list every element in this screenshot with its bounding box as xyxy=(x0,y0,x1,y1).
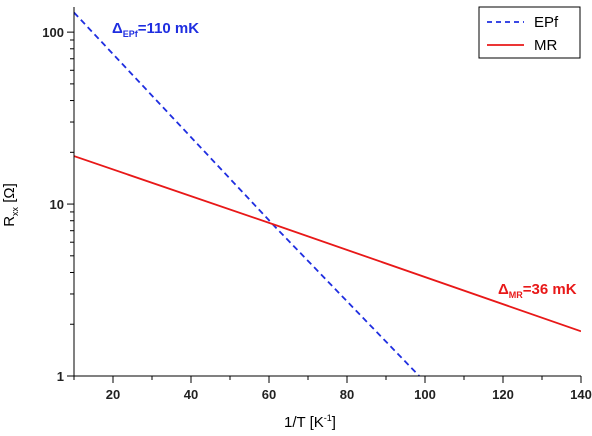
series-line-mr xyxy=(74,155,581,333)
series-line-epf xyxy=(74,11,420,376)
x-tick-label-60: 60 xyxy=(262,387,276,402)
x-tick-label-100: 100 xyxy=(414,387,436,402)
x-tick-label-40: 40 xyxy=(184,387,198,402)
legend-box xyxy=(478,6,581,59)
y-tick-label-1: 1 xyxy=(57,369,64,384)
epf-gap-annotation: ΔEPf=110 mK xyxy=(112,20,199,39)
mr-gap-annotation: ΔMR=36 mK xyxy=(498,281,577,300)
x-tick-label-20: 20 xyxy=(106,387,120,402)
x-axis-title: 1/T [K-1] xyxy=(284,413,336,431)
legend-mr-label: MR xyxy=(534,37,557,54)
y-axis-title: Rxx [Ω] xyxy=(1,183,20,227)
x-tick-label-120: 120 xyxy=(492,387,514,402)
y-tick-label-100: 100 xyxy=(42,25,64,40)
x-tick-label-80: 80 xyxy=(340,387,354,402)
x-tick-label-140: 140 xyxy=(570,387,592,402)
y-tick-label-10: 10 xyxy=(50,197,64,212)
legend: EPf MR xyxy=(478,6,581,59)
legend-epf-label: EPf xyxy=(534,14,559,31)
